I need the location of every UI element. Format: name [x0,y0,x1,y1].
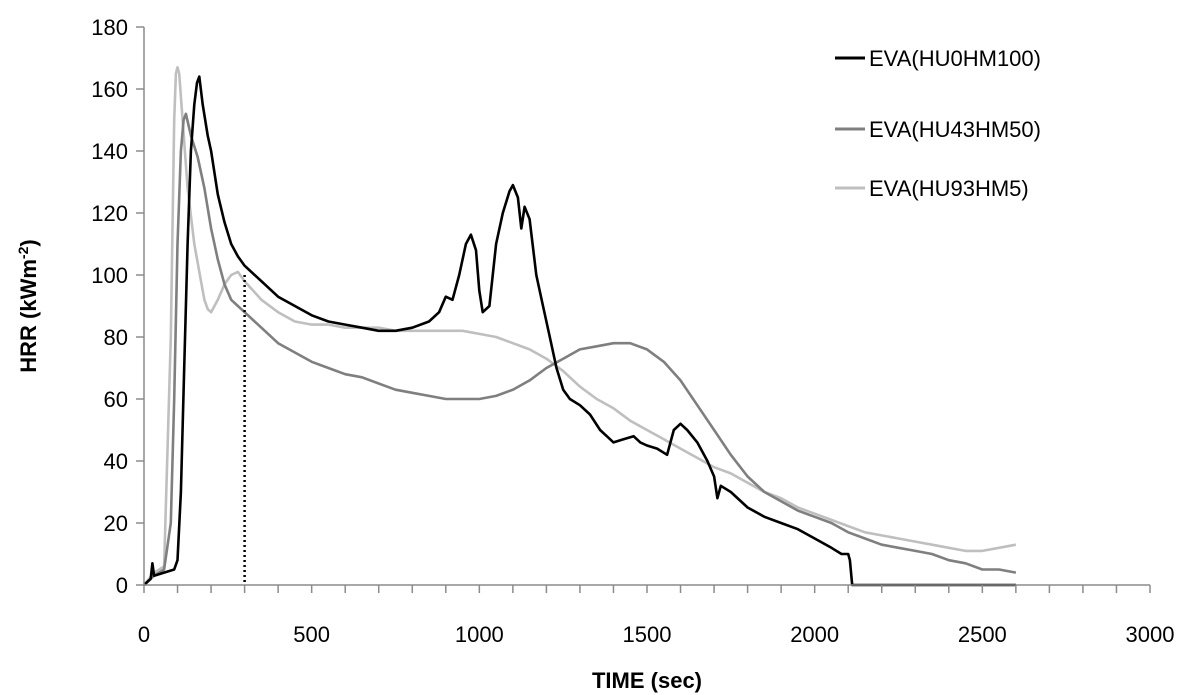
legend-item: EVA(HU93HM5) [835,176,1029,201]
y-tick-label: 0 [116,573,128,598]
plot-lines [142,66,1017,587]
y-tick-label: 180 [91,15,128,40]
legend-label: EVA(HU43HM50) [869,117,1041,142]
x-tick-label: 1500 [623,622,672,647]
y-tick-label: 40 [104,449,128,474]
series-line-2 [142,66,1017,586]
x-tick-label: 0 [138,622,150,647]
legend-label: EVA(HU93HM5) [869,176,1029,201]
y-tick-label: 20 [104,511,128,536]
x-tick-label: 1000 [455,622,504,647]
y-tick-label: 160 [91,77,128,102]
y-tick-label: 120 [91,201,128,226]
y-axis-title: HRR (kWm-2) [15,239,41,372]
series-line-1 [143,112,1017,586]
y-axis-title-base: HRR (kWm [16,259,41,373]
y-tick-label: 140 [91,139,128,164]
legend-label: EVA(HU0HM100) [869,46,1041,71]
x-tick-label: 2500 [958,622,1007,647]
y-axis-ticks: 0 20 40 60 80 100 120 140 160 180 [91,15,144,598]
y-tick-label: 60 [104,387,128,412]
y-tick-label: 80 [104,325,128,350]
legend-item: EVA(HU43HM50) [835,117,1041,142]
series-line-0 [143,75,1016,587]
x-tick-label: 500 [293,622,330,647]
x-axis-title: TIME (sec) [592,668,702,693]
y-axis-title-end: ) [16,239,41,246]
x-tick-label: 3000 [1126,622,1175,647]
legend-item: EVA(HU0HM100) [835,46,1041,71]
legend: EVA(HU0HM100) EVA(HU43HM50) EVA(HU93HM5) [835,46,1041,201]
y-axis-title-superscript: -2 [15,246,31,259]
x-axis-ticks: 0 500 1000 1500 2000 2500 3000 [138,585,1175,647]
y-tick-label: 100 [91,263,128,288]
x-tick-label: 2000 [790,622,839,647]
